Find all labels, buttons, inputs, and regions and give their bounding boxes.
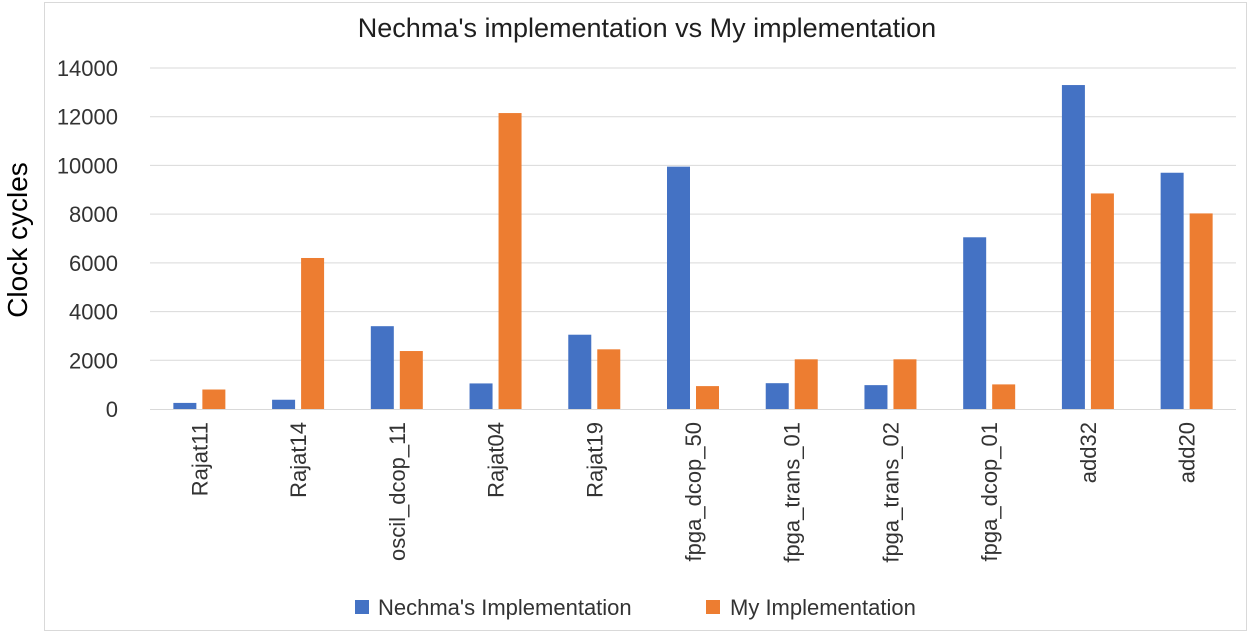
legend-label-nechma: Nechma's Implementation	[378, 595, 632, 620]
x-tick-label: Rajat19	[582, 422, 607, 498]
bar-my-fpga_trans_01	[794, 359, 818, 409]
x-tick-label: add20	[1175, 422, 1200, 483]
y-tick-label: 0	[106, 397, 118, 422]
bar-my-Rajat19	[597, 349, 621, 409]
bar-my-fpga_trans_02	[893, 359, 917, 409]
x-tick-label: add32	[1076, 422, 1101, 483]
y-tick-label: 12000	[57, 105, 118, 130]
bar-my-oscil_dcop_11	[399, 351, 423, 409]
x-tick-label: fpga_dcop_01	[977, 422, 1002, 561]
bar-my-add32	[1090, 193, 1114, 409]
gridlines	[150, 67, 1236, 361]
bar-nechma-fpga_dcop_50	[667, 166, 690, 409]
bar-my-Rajat11	[202, 389, 226, 409]
bar-my-Rajat04	[498, 113, 522, 409]
bar-nechma-fpga_trans_01	[765, 383, 789, 409]
bar-nechma-oscil_dcop_11	[370, 326, 394, 409]
bar-nechma-add32	[1061, 85, 1085, 410]
bar-nechma-Rajat14	[272, 399, 296, 409]
bar-my-Rajat14	[301, 257, 325, 409]
x-tick-label: Rajat11	[187, 422, 212, 496]
bar-nechma-Rajat11	[173, 402, 197, 409]
x-axis-ticks: Rajat11 Rajat14 oscil_dcop_11 Rajat04 Rajat1…	[187, 422, 1199, 563]
legend: Nechma's Implementation My Implementation	[355, 595, 916, 620]
y-tick-label: 10000	[57, 153, 118, 178]
y-tick-label: 14000	[57, 56, 118, 81]
x-tick-label: fpga_trans_01	[780, 422, 805, 563]
y-tick-label: 4000	[69, 300, 118, 325]
y-axis-ticks: 0 2000 4000 6000 8000 10000 12000 14000	[57, 56, 118, 422]
bar-nechma-fpga_trans_02	[864, 385, 888, 409]
chart-title: Nechma's implementation vs My implementa…	[358, 13, 936, 43]
bar-my-fpga_dcop_50	[696, 386, 719, 409]
y-tick-label: 8000	[69, 202, 118, 227]
bar-my-fpga_dcop_01	[992, 384, 1016, 409]
legend-swatch-nechma	[355, 600, 369, 614]
chart-frame	[44, 2, 1247, 631]
bar-my-add20	[1189, 213, 1213, 409]
bar-nechma-fpga_dcop_01	[963, 237, 987, 409]
x-tick-label: fpga_dcop_50	[681, 422, 706, 561]
legend-swatch-my	[706, 600, 720, 614]
y-tick-label: 6000	[69, 251, 118, 276]
x-tick-label: fpga_trans_02	[878, 422, 903, 563]
bar-nechma-add20	[1160, 172, 1184, 409]
x-tick-label: Rajat04	[484, 422, 509, 498]
y-tick-label: 2000	[69, 348, 118, 373]
legend-label-my: My Implementation	[730, 595, 916, 620]
x-tick-label: oscil_dcop_11	[385, 422, 410, 561]
bar-nechma-Rajat04	[469, 383, 493, 409]
y-axis-label: Clock cycles	[2, 162, 33, 318]
bars	[173, 85, 1213, 410]
x-tick-label: Rajat14	[286, 422, 311, 498]
bar-nechma-Rajat19	[568, 334, 592, 409]
